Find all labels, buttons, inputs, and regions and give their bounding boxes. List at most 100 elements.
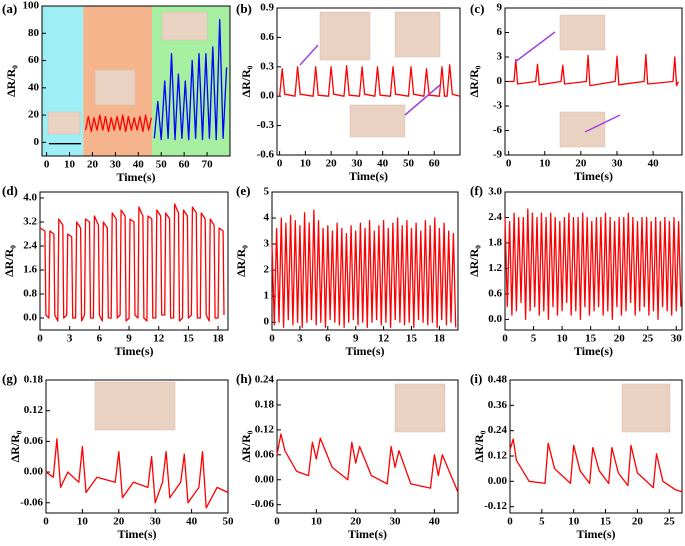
panel-label: (i) [470,371,482,386]
x-tick-label: 30 [611,158,623,170]
x-tick-label: 20 [632,516,644,528]
y-tick-label: 0.3 [260,60,274,72]
y-tick-label: 0 [497,75,503,87]
x-tick-label: 0 [43,516,49,528]
y-tick-label: 0.12 [488,450,508,462]
x-axis-label: Time(s) [116,170,155,184]
x-axis-label: Time(s) [574,169,613,183]
x-tick-label: 10 [311,516,323,528]
y-tick-label: 0.06 [24,435,44,447]
x-tick-label: 0 [274,516,280,528]
plot-frame [504,191,683,331]
data-line [509,438,683,493]
y-tick-label: 0.9 [260,2,274,14]
x-tick-label: 0 [506,158,512,170]
arrow [514,31,556,63]
y-tick-label: 0.0 [260,90,274,102]
x-tick-label: 9 [353,333,359,345]
photo [319,11,371,61]
photo [47,111,81,135]
photo [621,383,671,433]
y-axis-label: ΔR/R₀ [2,245,16,277]
x-tick-label: 10 [64,159,76,171]
x-tick-label: 0 [502,333,508,345]
y-tick-label: 0.0 [488,313,502,325]
x-tick-label: 10 [539,158,551,170]
y-tick-label: 3.2 [23,216,37,228]
y-tick-label: 1.2 [488,262,502,274]
y-tick-label: 0 [264,316,270,328]
panel-label: (b) [236,1,252,16]
y-tick-label: -0.06 [20,496,43,508]
x-tick-label: 25 [642,333,654,345]
plot-frame [509,379,683,514]
x-tick-label: 0 [507,516,513,528]
y-tick-label: 2 [264,264,270,276]
y-axis-label: ΔR/R₀ [234,245,248,277]
photo [394,383,446,433]
photo [394,11,441,58]
y-tick-label: -0.3 [257,119,275,131]
x-tick-label: 10 [77,516,89,528]
x-tick-label: 20 [575,158,587,170]
y-tick-label: 0.18 [255,398,275,410]
arrow [404,84,441,116]
x-tick-label: 6 [325,333,331,345]
panel-label: (h) [236,371,252,386]
y-tick-label: 0.36 [488,399,508,411]
x-tick-label: 15 [600,516,612,528]
y-tick-label: 0.8 [23,288,37,300]
x-tick-label: 20 [113,516,125,528]
x-tick-label: 12 [378,333,390,345]
x-tick-label: 15 [585,333,597,345]
data-line [278,64,461,97]
y-tick-label: 60 [28,54,40,66]
x-tick-label: 15 [406,333,418,345]
photo [559,111,606,148]
x-tick-label: 10 [568,516,580,528]
x-tick-label: 10 [300,158,312,170]
x-tick-label: 20 [614,333,626,345]
data-line [39,203,225,322]
x-tick-label: 40 [377,158,389,170]
x-tick-label: 6 [97,333,103,345]
y-axis-label: ΔR/R₀ [467,65,481,97]
y-tick-label: 100 [23,0,40,12]
y-tick-label: 4 [264,212,270,224]
data-line [153,18,228,141]
y-tick-label: -3 [493,100,503,112]
x-tick-label: 12 [153,333,165,345]
x-axis-label: Time(s) [117,527,156,541]
y-tick-label: 40 [28,81,40,93]
arrow [299,44,319,66]
y-tick-label: 0.18 [24,374,44,386]
y-axis-label: ΔR/R₀ [467,245,481,277]
x-tick-label: 18 [434,333,446,345]
y-axis-label: ΔR/R₀ [4,65,18,97]
y-tick-label: 3 [264,238,270,250]
photo [94,381,176,431]
x-tick-label: 18 [213,333,225,345]
photo [161,11,208,41]
panel-label: (g) [2,371,17,386]
photo [559,14,606,51]
x-tick-label: 25 [664,516,676,528]
y-tick-label: 0.24 [255,374,275,386]
x-axis-label: Time(s) [114,344,153,358]
y-tick-label: 20 [28,109,40,121]
photo [349,104,406,138]
x-axis-label: Time(s) [348,527,387,541]
x-tick-label: 40 [648,158,660,170]
x-tick-label: 15 [183,333,195,345]
x-tick-label: 50 [156,159,168,171]
panel-label: (e) [236,183,250,198]
y-tick-label: 0.06 [255,448,275,460]
y-tick-label: 1 [264,290,270,302]
x-tick-label: 50 [223,516,235,528]
data-line [508,53,679,87]
x-tick-label: 30 [150,516,162,528]
y-tick-label: 0.00 [24,466,44,478]
x-tick-label: 9 [126,333,132,345]
y-tick-label: 0.12 [255,423,275,435]
